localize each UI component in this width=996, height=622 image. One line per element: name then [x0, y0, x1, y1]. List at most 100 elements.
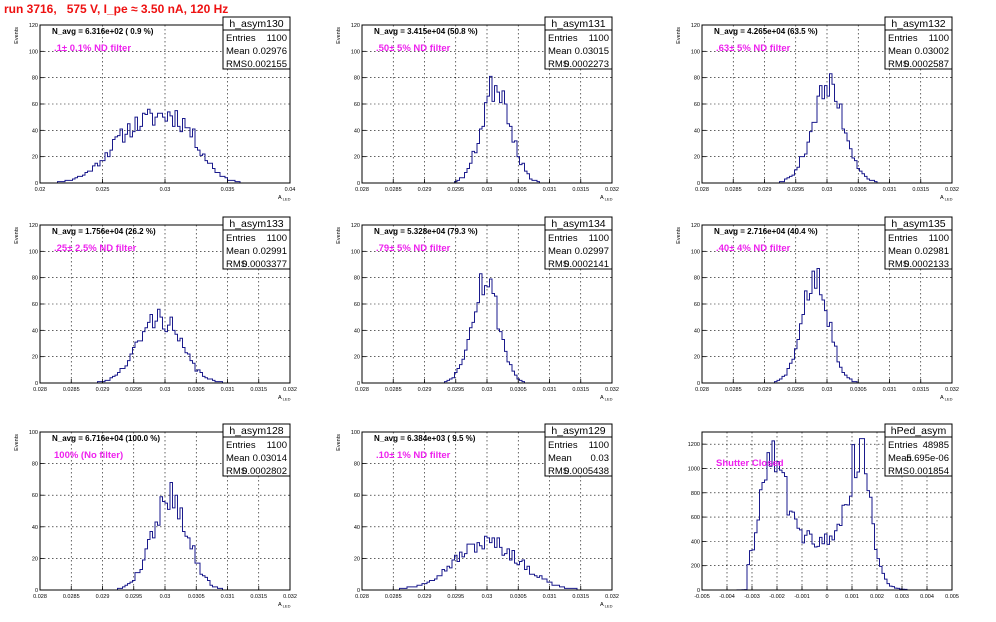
- x-tick-label: 0.03: [482, 594, 493, 600]
- x-tick-label: 0.0295: [125, 594, 142, 600]
- x-tick-label: 0.0285: [725, 187, 742, 193]
- x-axis-title: ALED: [600, 395, 613, 402]
- stats-key: Entries: [888, 440, 918, 451]
- y-tick-label: 0: [357, 381, 360, 387]
- x-tick-label: 0.032: [945, 387, 959, 393]
- stats-title: h_asym134: [551, 218, 605, 230]
- stats-value: 1100: [589, 33, 609, 44]
- stats-value: 1100: [267, 440, 287, 451]
- stats-key: Entries: [548, 440, 578, 451]
- y-tick-label: 120: [691, 223, 700, 229]
- y-tick-label: 20: [32, 155, 38, 161]
- x-tick-label: 0.03: [822, 387, 833, 393]
- filter-label: Shutter Closed: [716, 458, 784, 469]
- x-tick-label: 0.0295: [125, 387, 142, 393]
- y-tick-label: 400: [691, 539, 700, 545]
- x-axis-title: ALED: [600, 195, 613, 202]
- x-tick-label: 0.0285: [385, 387, 402, 393]
- x-tick-label: 0.028: [355, 594, 369, 600]
- x-tick-label: 0.029: [418, 187, 432, 193]
- y-tick-label: 60: [32, 302, 38, 308]
- stats-box: [544, 16, 613, 70]
- x-tick-label: 0.003: [895, 594, 909, 600]
- y-tick-label: 40: [354, 525, 360, 531]
- x-tick-label: 0.0285: [725, 387, 742, 393]
- x-tick-label: 0.032: [945, 187, 959, 193]
- x-tick-label: 0.03: [482, 187, 493, 193]
- stats-key: RMS: [888, 259, 909, 270]
- y-tick-label: 120: [29, 23, 38, 29]
- x-tick-label: 0.0305: [510, 387, 527, 393]
- y-tick-label: 100: [29, 49, 38, 55]
- stats-value: 1100: [929, 233, 949, 244]
- x-tick-label: 0.035: [221, 187, 235, 193]
- stats-title: h_asym129: [551, 425, 605, 437]
- stats-value: 0.02991: [253, 246, 287, 257]
- n-avg-label: N_avg = 2.716e+04 (40.4 %): [714, 227, 818, 236]
- x-tick-label: 0.0295: [787, 387, 804, 393]
- n-avg-label: N_avg = 5.328e+04 (79.3 %): [374, 227, 478, 236]
- stats-key: Mean: [548, 453, 572, 464]
- x-tick-label: 0.0295: [787, 187, 804, 193]
- x-tick-label: 0.004: [920, 594, 934, 600]
- y-axis-title: Events: [14, 27, 20, 44]
- stats-key: Entries: [888, 233, 918, 244]
- y-tick-label: 80: [32, 462, 38, 468]
- x-tick-label: 0.031: [221, 387, 235, 393]
- stats-value: 5.695e-06: [906, 453, 949, 464]
- stats-value: 0.0002273: [564, 59, 609, 70]
- stats-key: RMS: [226, 59, 247, 70]
- x-tick-label: 0.031: [883, 387, 897, 393]
- stats-key: Entries: [226, 233, 256, 244]
- x-tick-label: 0.0305: [850, 387, 867, 393]
- x-tick-label: -0.001: [794, 594, 810, 600]
- stats-key: RMS: [548, 59, 569, 70]
- filter-label: .50± 5% ND filter: [376, 43, 451, 54]
- y-tick-label: 100: [29, 249, 38, 255]
- panel-h_asym130: 0.02 0.025 0.03 0.035 0.04 0 20 40 60 80 100 120 Eve…: [14, 16, 295, 202]
- stats-box: [222, 216, 291, 270]
- x-tick-label: 0.0315: [912, 387, 929, 393]
- histogram-line: [40, 108, 290, 184]
- stats-title: h_asym132: [891, 18, 945, 30]
- x-tick-label: 0.0305: [188, 594, 205, 600]
- x-tick-label: 0.029: [96, 387, 110, 393]
- stats-key: Entries: [226, 440, 256, 451]
- x-tick-label: 0.0315: [572, 187, 589, 193]
- y-tick-label: 600: [691, 515, 700, 521]
- stats-box: [884, 423, 953, 477]
- y-tick-label: 20: [32, 355, 38, 361]
- y-tick-label: 120: [351, 223, 360, 229]
- stats-box: [544, 216, 613, 270]
- x-tick-label: 0.0315: [912, 187, 929, 193]
- x-tick-label: 0.031: [543, 187, 557, 193]
- y-axis-title: Events: [14, 434, 20, 451]
- y-tick-label: 60: [694, 302, 700, 308]
- y-tick-label: 0: [357, 181, 360, 187]
- x-tick-label: 0.0285: [63, 387, 80, 393]
- panel-h_asym135: 0.028 0.0285 0.029 0.0295 0.03 0.0305 0.031 0.0…: [676, 216, 959, 402]
- filter-label: .40± 4% ND filter: [716, 243, 791, 254]
- y-tick-label: 100: [351, 430, 360, 436]
- x-tick-label: 0.0285: [385, 187, 402, 193]
- panel-h_asym129: 0.028 0.0285 0.029 0.0295 0.03 0.0305 0.031 0.0…: [336, 423, 619, 609]
- y-tick-label: 80: [32, 276, 38, 282]
- x-tick-label: 0.0295: [447, 387, 464, 393]
- histogram-line: [702, 438, 952, 591]
- x-tick-label: 0.032: [605, 594, 619, 600]
- stats-key: RMS: [226, 259, 247, 270]
- x-tick-label: 0.0315: [250, 594, 267, 600]
- y-tick-label: 40: [694, 128, 700, 134]
- x-tick-label: -0.002: [769, 594, 785, 600]
- x-axis-title: ALED: [278, 602, 291, 609]
- stats-title: h_asym133: [229, 218, 283, 230]
- y-tick-label: 40: [32, 328, 38, 334]
- stats-key: Mean: [888, 46, 912, 57]
- y-tick-label: 40: [694, 328, 700, 334]
- stats-title: hPed_asym: [891, 425, 947, 437]
- filter-label: 100% (No filter): [54, 450, 123, 461]
- stats-key: Mean: [226, 246, 250, 257]
- x-tick-label: 0.028: [355, 387, 369, 393]
- x-tick-label: 0.0305: [510, 187, 527, 193]
- x-axis-title: ALED: [600, 602, 613, 609]
